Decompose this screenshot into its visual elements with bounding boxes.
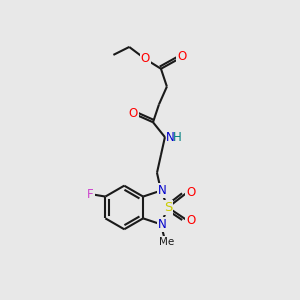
Text: O: O [140,52,150,65]
Text: N: N [158,184,166,197]
Text: S: S [164,201,172,214]
Text: O: O [177,50,186,63]
Text: H: H [173,130,182,144]
Text: Me: Me [159,237,175,247]
Text: N: N [158,218,166,231]
Text: N: N [166,130,175,144]
Text: F: F [87,188,94,201]
Text: O: O [186,214,195,227]
Text: O: O [186,186,195,199]
Text: O: O [129,107,138,120]
